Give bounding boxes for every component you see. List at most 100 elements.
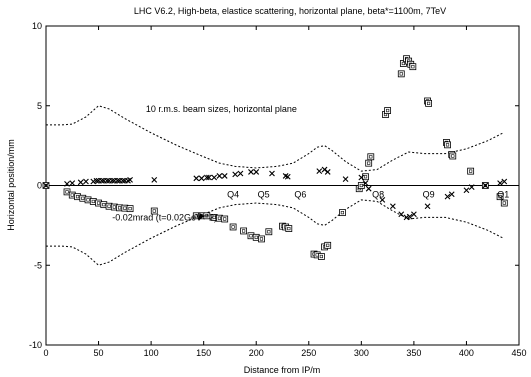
square-marker-point xyxy=(126,205,134,213)
x-marker-stroke xyxy=(342,176,349,183)
square-marker-inner xyxy=(152,209,156,213)
square-marker-point xyxy=(362,173,369,181)
square-marker-point xyxy=(409,63,417,71)
x-marker-point xyxy=(98,177,105,184)
x-marker-stroke xyxy=(104,177,110,184)
x-marker-point xyxy=(64,181,70,187)
square-marker-outer xyxy=(367,153,375,161)
annotation-text: -0.02mrad (t=0.02GeV**2) xyxy=(112,213,217,223)
x-marker-point xyxy=(468,184,475,190)
x-tick-label: 100 xyxy=(144,348,159,358)
x-marker-stroke xyxy=(269,170,275,177)
square-marker-point xyxy=(203,212,211,220)
square-marker-point xyxy=(240,227,248,235)
x-marker-stroke xyxy=(324,169,331,175)
x-marker-point xyxy=(216,173,223,179)
square-marker-outer xyxy=(409,63,417,71)
x-marker-point xyxy=(365,185,372,192)
x-marker-stroke xyxy=(203,174,210,181)
x-marker-stroke xyxy=(406,213,413,220)
square-marker-outer xyxy=(496,193,504,201)
x-tick-label: 400 xyxy=(459,348,474,358)
x-tick-label: 450 xyxy=(511,348,526,358)
square-marker-inner xyxy=(128,207,132,211)
square-marker-inner xyxy=(386,108,390,113)
square-marker-inner xyxy=(427,101,431,105)
square-marker-inner xyxy=(112,205,116,209)
x-marker-stroke xyxy=(362,180,369,186)
x-marker-point xyxy=(193,175,200,182)
square-marker-inner xyxy=(65,190,69,194)
quadrupole-label: Q9 xyxy=(423,189,435,199)
square-marker-inner xyxy=(451,154,455,158)
square-marker-inner xyxy=(102,203,106,207)
square-marker-point xyxy=(221,215,229,223)
square-marker-inner xyxy=(86,198,90,202)
x-marker-stroke xyxy=(77,179,84,186)
square-marker-inner xyxy=(401,61,405,66)
axis-ticks: 0 50 100 150 200 250 300 350 400 450 -10 -5 0 5 10 xyxy=(29,21,527,358)
square-marker-inner xyxy=(242,229,246,233)
square-marker-point xyxy=(500,199,508,207)
square-marker-outer xyxy=(150,207,158,215)
square-marker-point xyxy=(467,167,475,175)
square-marker-inner xyxy=(205,214,209,218)
y-tick-label: 0 xyxy=(37,181,42,191)
x-marker-stroke xyxy=(64,181,70,187)
x-marker-stroke xyxy=(284,173,291,180)
data-points xyxy=(42,55,508,260)
square-marker-inner xyxy=(81,196,85,200)
annotation-arrowhead xyxy=(198,212,204,221)
x-tick-label: 0 xyxy=(43,348,48,358)
square-marker-inner xyxy=(44,183,48,188)
quadrupole-label: Q5 xyxy=(258,189,270,199)
x-marker-stroke xyxy=(221,173,228,179)
x-marker-point xyxy=(83,178,89,185)
square-marker-inner xyxy=(231,225,235,229)
square-marker-point xyxy=(265,228,273,236)
square-marker-outer xyxy=(449,152,457,160)
square-marker-inner xyxy=(445,143,450,147)
x-marker-stroke xyxy=(379,196,386,203)
y-tick-label: -5 xyxy=(34,260,42,270)
x-marker-point xyxy=(232,171,239,178)
square-marker-outer xyxy=(425,99,433,107)
x-marker-point xyxy=(248,169,254,175)
square-marker-inner xyxy=(107,204,111,208)
square-marker-inner xyxy=(359,183,363,188)
square-marker-outer xyxy=(324,241,332,249)
square-marker-outer xyxy=(467,167,475,175)
square-marker-outer xyxy=(240,227,248,235)
square-marker-inner xyxy=(483,183,487,188)
square-marker-outer xyxy=(258,235,265,243)
x-marker-stroke xyxy=(43,182,49,189)
square-marker-inner xyxy=(123,206,127,210)
x-tick-label: 200 xyxy=(249,348,264,358)
x-marker-stroke xyxy=(321,166,328,173)
x-marker-point xyxy=(206,174,212,181)
y-axis-label: Horizontal position/mm xyxy=(6,139,16,231)
x-marker-point xyxy=(69,180,76,186)
square-marker-inner xyxy=(411,65,415,69)
x-marker-point xyxy=(389,203,396,210)
x-marker-point xyxy=(211,174,218,181)
x-marker-stroke xyxy=(316,168,323,175)
square-marker-point xyxy=(444,141,451,149)
square-marker-point xyxy=(324,241,332,249)
x-tick-label: 150 xyxy=(196,348,211,358)
square-marker-inner xyxy=(319,254,323,259)
quadrupole-label: Q1 xyxy=(497,189,509,199)
square-marker-inner xyxy=(259,237,264,241)
curve-beam-envelope-upper xyxy=(46,105,504,172)
x-marker-stroke xyxy=(389,203,396,210)
x-tick-label: 250 xyxy=(301,348,316,358)
x-marker-stroke xyxy=(248,169,254,175)
square-marker-point xyxy=(384,107,392,114)
square-marker-outer xyxy=(362,173,369,181)
x-marker-point xyxy=(406,213,413,220)
square-marker-inner xyxy=(212,215,216,220)
square-marker-outer xyxy=(365,159,373,167)
x-marker-stroke xyxy=(482,182,489,189)
x-marker-point xyxy=(109,177,116,184)
square-marker-point xyxy=(150,207,158,215)
